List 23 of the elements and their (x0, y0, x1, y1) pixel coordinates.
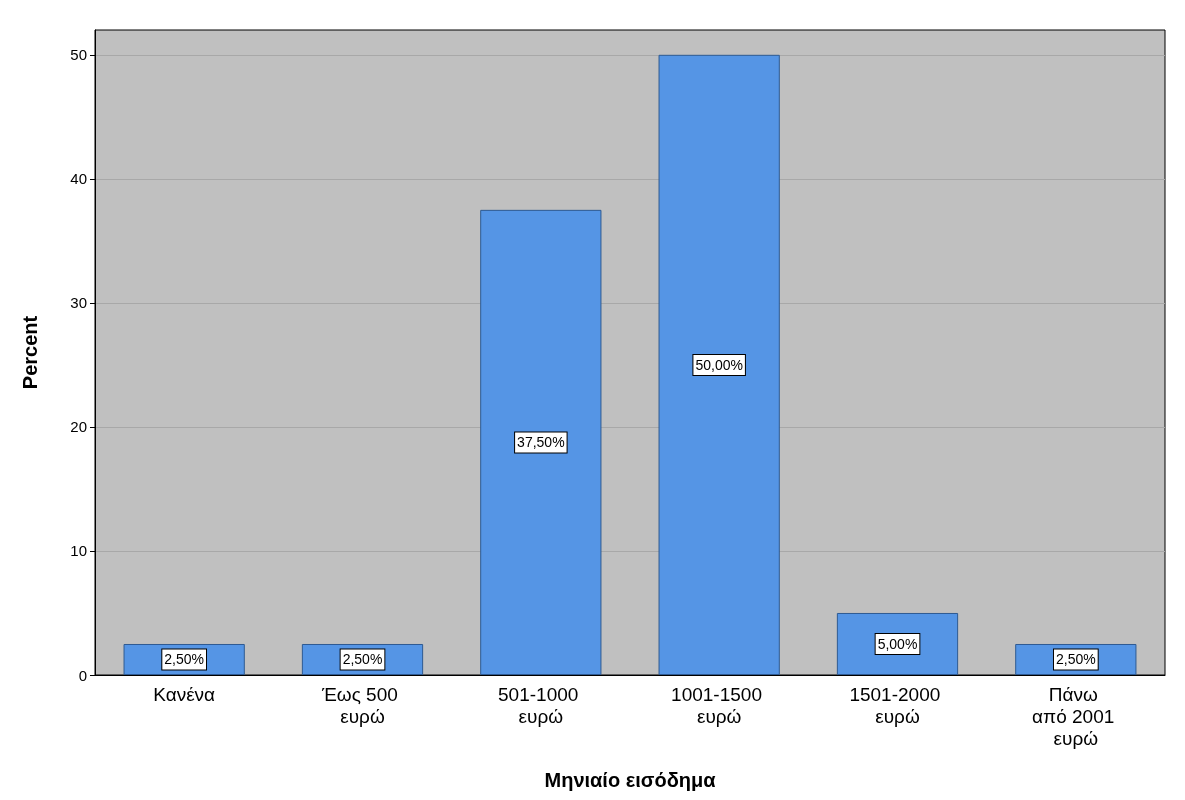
y-tick-label: 10 (70, 542, 87, 560)
data-label: 37,50% (517, 434, 565, 451)
x-tick-label: Πάνω από 2001 ευρώ (1032, 683, 1120, 749)
x-tick-label: 501-1000 ευρώ (498, 683, 584, 727)
y-tick-label: 40 (70, 170, 87, 188)
x-tick-label: Έως 500 ευρώ (320, 683, 404, 727)
data-label: 2,50% (1055, 651, 1096, 668)
data-label: 2,50% (342, 651, 383, 668)
bar (836, 612, 959, 675)
y-tick-label: 50 (70, 46, 87, 64)
data-label: 5,00% (877, 635, 918, 652)
y-tick-label: 20 (70, 418, 87, 436)
data-label: 2,50% (164, 651, 205, 668)
x-tick-label: Κανένα (153, 683, 216, 705)
y-tick-label: 30 (70, 294, 87, 312)
data-label: 50,00% (695, 356, 743, 373)
y-tick-label: 0 (78, 666, 87, 684)
bar (658, 54, 780, 675)
bar (480, 209, 602, 675)
x-tick-label: 1501-2000 ευρώ (849, 683, 946, 727)
x-axis-title: Μηνιαίο εισόδημα (544, 769, 717, 791)
y-axis-title: Percent (19, 315, 41, 390)
x-tick-label: 1001-1500 ευρώ (671, 683, 768, 727)
